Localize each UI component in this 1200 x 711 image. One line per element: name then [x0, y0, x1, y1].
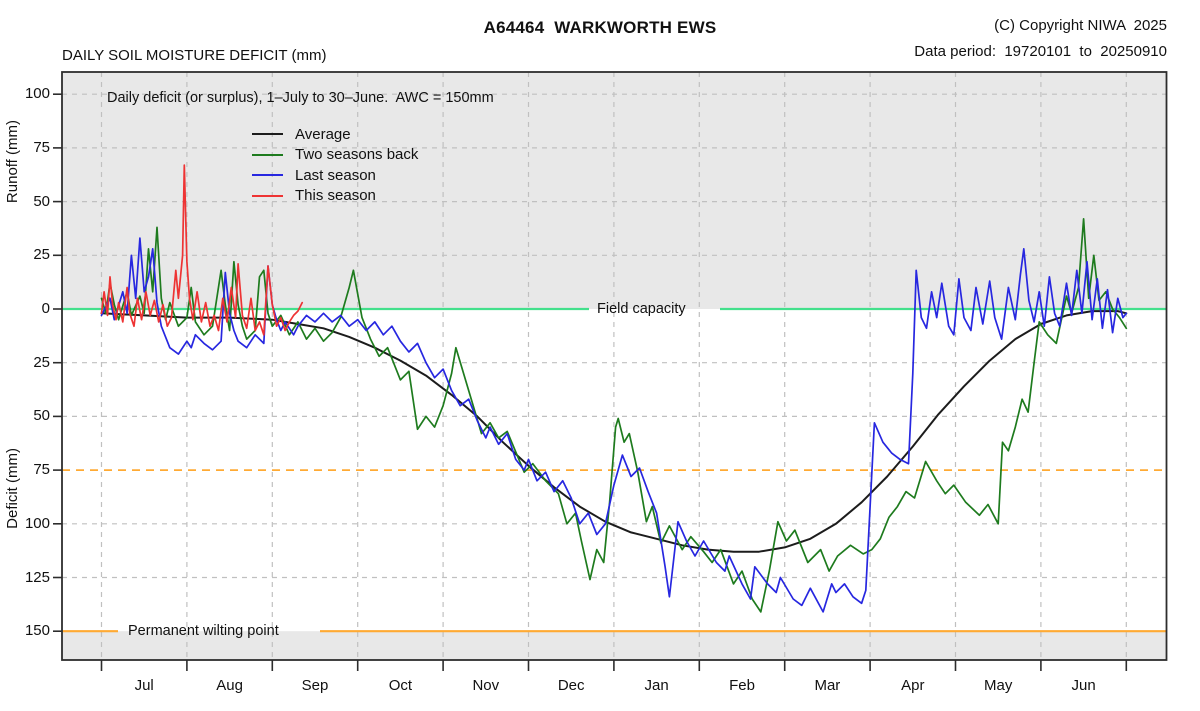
permanent-wilting-point-label: Permanent wilting point	[128, 623, 279, 639]
series-last-season	[100, 237, 1128, 613]
x-tick-label-sep: Sep	[301, 677, 329, 694]
series-this-season	[100, 164, 304, 336]
copyright-text: (C) Copyright NIWA 2025	[994, 17, 1167, 34]
runoff-band	[62, 72, 1167, 309]
legend-label: This season	[295, 187, 376, 204]
legend-swatch-icon	[252, 174, 283, 176]
legend-label: Two seasons back	[295, 146, 419, 163]
y-tick-label-runoff-0: 0	[41, 300, 50, 317]
legend-swatch-icon	[252, 153, 283, 156]
legend-item-two-seasons-back: Two seasons back	[252, 145, 418, 165]
y-tick-label-deficit-50: 50	[33, 407, 50, 425]
x-tick-label-nov: Nov	[472, 677, 500, 694]
data-period-text: Data period: 19720101 to 20250910	[914, 43, 1167, 60]
x-tick-label-jun: Jun	[1071, 677, 1096, 694]
x-tick-label-feb: Feb	[729, 677, 755, 694]
x-tick-label-aug: Aug	[216, 677, 243, 694]
y-tick-label-deficit-75: 75	[33, 461, 50, 479]
plot-annotation: Daily deficit (or surplus), 1–July to 30…	[107, 90, 494, 106]
legend-label: Average	[295, 125, 351, 143]
legend: Average Two seasons back Last season This s…	[252, 124, 472, 208]
chart-subtitle: DAILY SOIL MOISTURE DEFICIT (mm)	[62, 47, 327, 64]
legend-item-this-season: This season	[252, 186, 376, 206]
x-tick-label-jul: Jul	[134, 677, 154, 694]
x-tick-label-may: May	[984, 677, 1013, 694]
legend-swatch-icon	[252, 194, 283, 197]
legend-label: Last season	[295, 166, 376, 184]
series-two-seasons-back	[100, 217, 1128, 613]
legend-item-average: Average	[252, 124, 351, 144]
x-tick-label-jan: Jan	[644, 677, 669, 694]
y-tick-label-runoff-25: 25	[33, 246, 50, 264]
field-capacity-label: Field capacity	[597, 301, 686, 317]
x-tick-label-mar: Mar	[814, 677, 841, 694]
y-tick-label-deficit-25: 25	[33, 353, 50, 371]
y-tick-label-runoff-50: 50	[33, 192, 50, 210]
page-title: A64464 WARKWORTH EWS	[483, 18, 717, 37]
y-tick-label-runoff-100: 100	[24, 85, 50, 103]
x-tick-label-oct: Oct	[388, 677, 413, 694]
y-tick-label-deficit-125: 125	[24, 568, 50, 586]
legend-item-last-season: Last season	[252, 165, 376, 185]
y-tick-label-deficit-150: 150	[24, 622, 50, 640]
y-tick-label-runoff-75: 75	[33, 138, 50, 156]
x-tick-label-apr: Apr	[901, 677, 925, 694]
y-tick-label-deficit-100: 100	[24, 514, 50, 532]
legend-swatch-icon	[252, 133, 283, 135]
x-tick-label-dec: Dec	[557, 677, 585, 694]
